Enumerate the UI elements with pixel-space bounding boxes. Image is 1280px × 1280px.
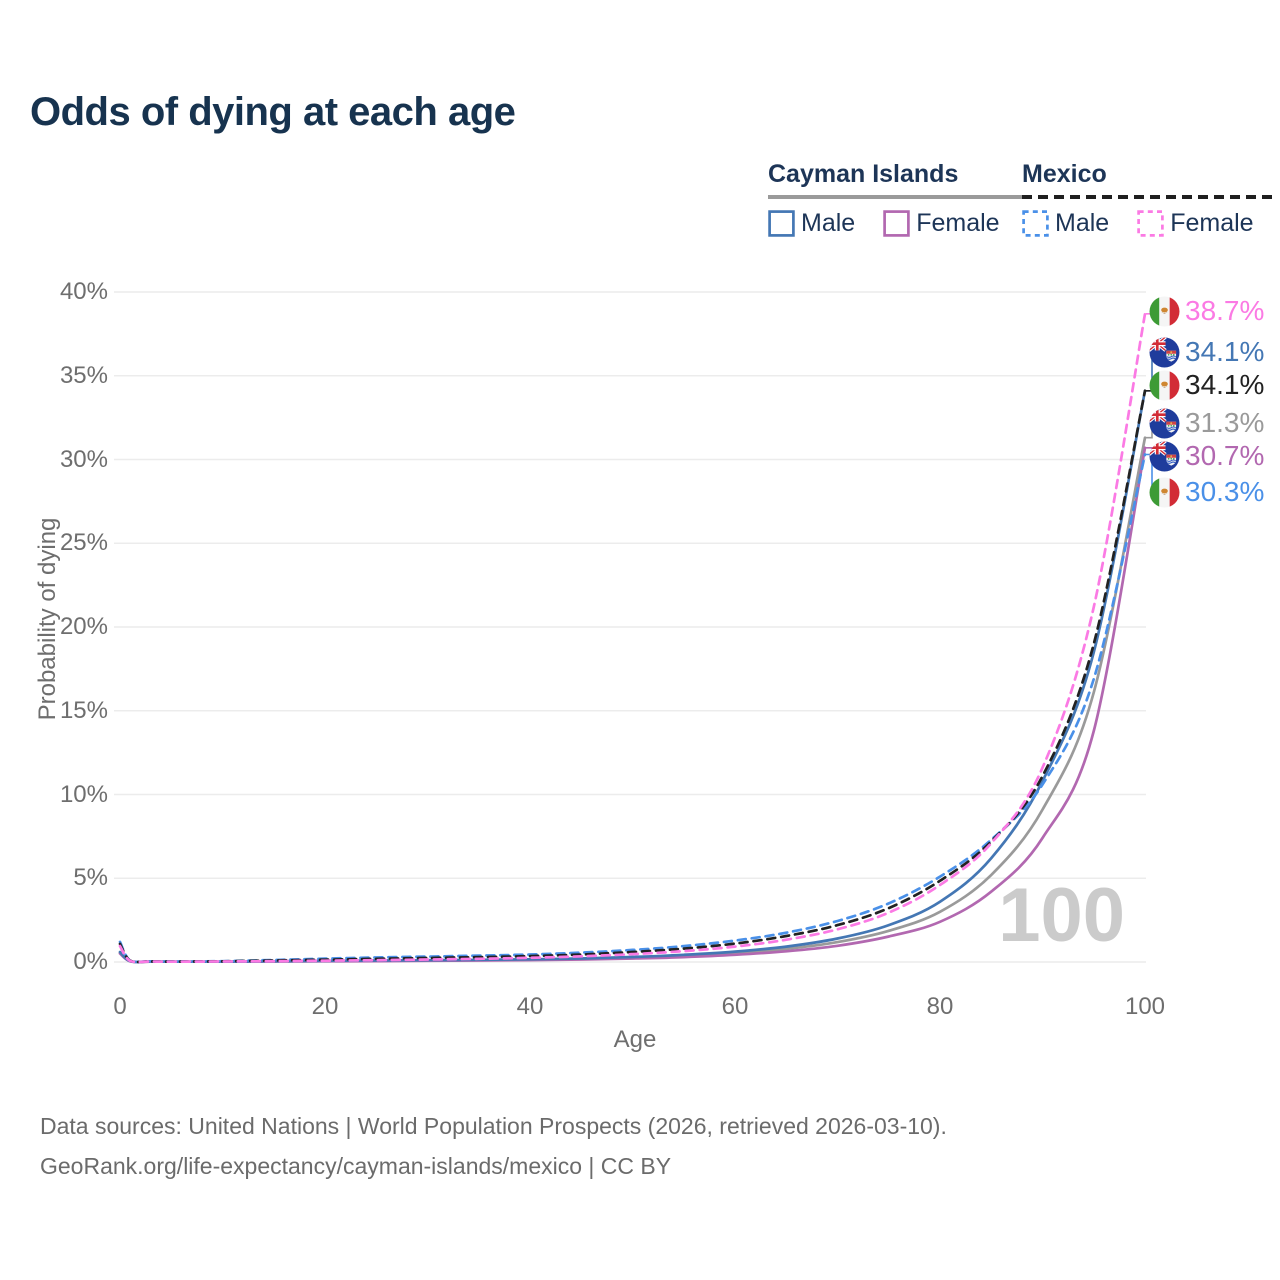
end-label-mexico-both: 34.1% — [1149, 368, 1264, 402]
legend-item-mexico-male[interactable]: Male — [1022, 209, 1109, 238]
legend-item-cayman-islands-male[interactable]: Male — [768, 209, 855, 238]
y-tick-label-40: 40% — [59, 278, 108, 305]
legend-swatch-icon — [1022, 210, 1049, 237]
end-label-value: 30.3% — [1185, 476, 1265, 507]
legend-item-label: Male — [801, 209, 856, 237]
series-line-cayman-islands-female[interactable] — [118, 446, 1147, 964]
y-tick-label-0: 0% — [73, 948, 108, 975]
legend-item-label: Male — [1055, 209, 1110, 237]
legend-item-mexico-female[interactable]: Female — [1137, 209, 1254, 238]
legend-group-underline — [768, 195, 1022, 199]
end-label-value: 30.7% — [1185, 440, 1265, 471]
end-label-value: 38.7% — [1185, 295, 1265, 326]
x-tick-label-20: 20 — [311, 993, 339, 1020]
end-label-cayman-islands-male: 34.1% — [1149, 335, 1264, 369]
legend-swatch-icon — [1137, 210, 1164, 237]
series-line-mexico-female[interactable] — [118, 312, 1147, 964]
footer: Data sources: United Nations | World Pop… — [40, 1106, 947, 1186]
y-tick-label-15: 15% — [59, 696, 108, 724]
series-line-cayman-islands-both[interactable] — [118, 436, 1147, 964]
x-tick-label-60: 60 — [721, 993, 749, 1020]
x-axis-title: Age — [613, 1026, 657, 1053]
end-label-value: 34.1% — [1185, 336, 1265, 367]
footer-attribution: GeoRank.org/life-expectancy/cayman-islan… — [40, 1153, 672, 1179]
y-tick-label-5: 5% — [73, 864, 108, 892]
end-label-cayman-islands-both: 31.3% — [1149, 406, 1264, 440]
x-tick-label-80: 80 — [926, 993, 954, 1020]
legend-item-label: Female — [1170, 209, 1254, 237]
cayman-islands-flag-icon — [1149, 408, 1180, 438]
y-tick-label-35: 35% — [59, 361, 108, 389]
end-label-value: 31.3% — [1185, 407, 1265, 438]
x-tick-label-100: 100 — [1124, 993, 1166, 1020]
page-title: Odds of dying at each age — [30, 90, 516, 134]
line-chart[interactable] — [0, 0, 1280, 1080]
x-tick-label-0: 0 — [113, 993, 127, 1020]
legend-group-mexico: Mexico Male Female — [1022, 160, 1276, 238]
legend-swatch-icon — [768, 210, 795, 237]
mexico-flag-icon — [1149, 370, 1180, 400]
series-line-mexico-male[interactable] — [118, 453, 1147, 964]
mexico-flag-icon — [1149, 477, 1180, 507]
y-tick-label-30: 30% — [59, 445, 108, 473]
footer-datasource: Data sources: United Nations | World Pop… — [40, 1113, 947, 1139]
legend-item-cayman-islands-female[interactable]: Female — [883, 209, 1000, 238]
legend-group-title: Mexico — [1022, 160, 1107, 188]
mexico-flag-icon — [1149, 296, 1180, 326]
x-tick-label-40: 40 — [516, 993, 544, 1020]
end-label-value: 34.1% — [1185, 369, 1265, 400]
y-tick-label-25: 25% — [59, 529, 108, 557]
end-label-cayman-islands-female: 30.7% — [1149, 439, 1264, 473]
legend-group-title: Cayman Islands — [768, 160, 959, 188]
y-tick-label-20: 20% — [59, 613, 108, 640]
age-hover-watermark: 100 — [998, 873, 1125, 958]
cayman-islands-flag-icon — [1149, 337, 1180, 367]
legend-swatch-icon — [883, 210, 910, 237]
y-tick-label-10: 10% — [59, 780, 108, 808]
legend-item-label: Female — [916, 209, 1000, 237]
cayman-islands-flag-icon — [1149, 441, 1180, 471]
end-label-mexico-male: 30.3% — [1149, 475, 1264, 509]
legend-group-underline — [1022, 195, 1276, 199]
legend-group-cayman-islands: Cayman Islands Male Female — [768, 160, 1022, 238]
end-label-mexico-female: 38.7% — [1149, 294, 1264, 328]
